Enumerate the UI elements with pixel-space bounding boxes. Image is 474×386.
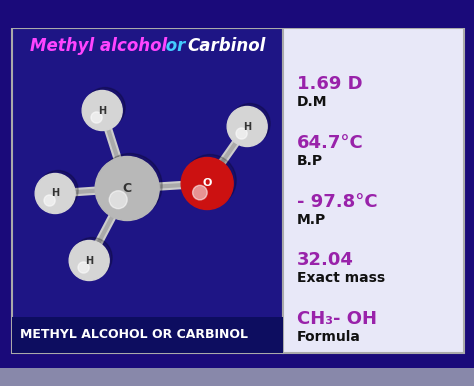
Text: B.P: B.P [297,154,323,168]
FancyBboxPatch shape [12,317,283,353]
Circle shape [78,262,89,273]
Text: 32.04: 32.04 [297,251,354,269]
Text: O: O [202,178,212,188]
FancyBboxPatch shape [0,368,474,386]
Circle shape [236,128,247,139]
Circle shape [44,195,55,206]
Circle shape [69,240,109,281]
Text: D.M: D.M [297,95,328,109]
Text: METHYL ALCOHOL OR CARBINOL: METHYL ALCOHOL OR CARBINOL [20,328,248,342]
Text: or: or [160,37,191,55]
Circle shape [82,90,122,130]
Text: M.P: M.P [297,213,327,227]
Text: H: H [98,105,106,115]
Text: CH₃- OH: CH₃- OH [297,310,377,328]
Text: Carbinol: Carbinol [187,37,265,55]
Text: 1.69 D: 1.69 D [297,75,363,93]
Circle shape [227,107,267,147]
Circle shape [38,171,78,210]
Circle shape [230,103,270,144]
FancyBboxPatch shape [283,28,464,353]
FancyBboxPatch shape [0,0,474,28]
FancyBboxPatch shape [12,28,283,353]
Text: Methyl alcohol: Methyl alcohol [30,37,167,55]
Circle shape [95,156,159,220]
Circle shape [109,191,127,209]
Text: C: C [123,182,132,195]
Circle shape [192,185,207,200]
Text: - 97.8°C: - 97.8°C [297,193,378,211]
Text: H: H [85,256,93,266]
Circle shape [184,154,236,207]
Circle shape [72,237,112,278]
Text: Exact mass: Exact mass [297,271,385,285]
Circle shape [91,112,102,123]
Circle shape [181,157,233,210]
Circle shape [35,173,75,213]
Text: Formula: Formula [297,330,361,344]
Text: 64.7°C: 64.7°C [297,134,364,152]
Circle shape [85,88,125,127]
Text: H: H [51,188,59,198]
Circle shape [98,154,162,217]
Text: H: H [243,122,251,132]
